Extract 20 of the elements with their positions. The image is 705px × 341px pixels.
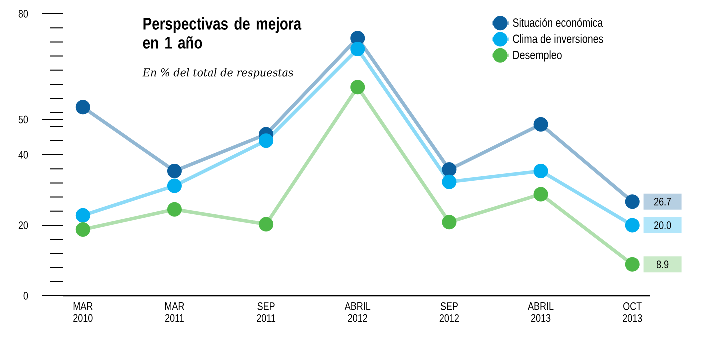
x-tick-label: MAR 2011 [165, 302, 184, 322]
x-tick-label: SEP 2011 [257, 302, 276, 322]
legend-label: Desempleo [514, 50, 562, 62]
text: Perspectivas de mejora en 1 año [143, 18, 302, 49]
text: En % del total de respuestas [142, 68, 294, 79]
x-tick-label: SEP 2012 [440, 302, 459, 322]
x-tick-label: OCT 2013 [623, 302, 642, 322]
data-label: 20.0 [654, 222, 672, 230]
y-tick-label: 40 [18, 151, 28, 159]
legend-label: Situación económica [513, 18, 604, 28]
data-label: 26.7 [654, 198, 672, 206]
x-tick-label: ABRIL 2013 [528, 302, 554, 322]
y-tick-label: 80 [18, 10, 28, 18]
legend-label: Clima de inversiones [513, 34, 604, 44]
data-label: 8.9 [656, 260, 669, 269]
x-tick-label: MAR 2010 [74, 302, 93, 322]
y-tick-label: 50 [18, 116, 28, 124]
y-tick-label: 20 [18, 222, 28, 230]
y-tick-label: 0 [24, 292, 28, 300]
x-tick-label: ABRIL 2012 [344, 302, 371, 322]
